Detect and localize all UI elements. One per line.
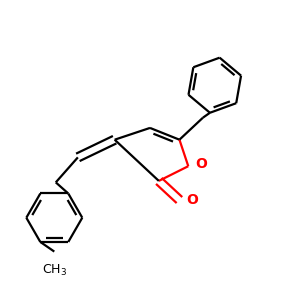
Text: O: O [186, 193, 198, 207]
Text: O: O [196, 157, 208, 171]
Text: CH$_3$: CH$_3$ [42, 262, 67, 278]
